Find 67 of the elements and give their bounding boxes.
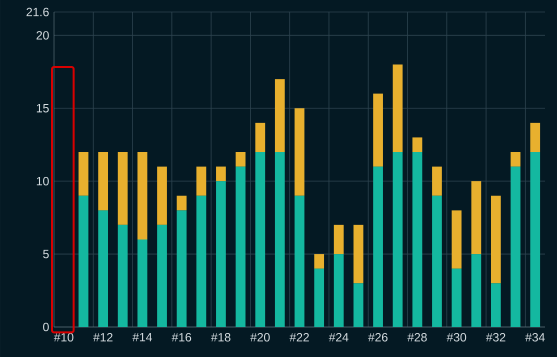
bar xyxy=(510,152,520,167)
x-tick-label: #14 xyxy=(132,333,152,342)
x-tick-label: #24 xyxy=(328,333,348,342)
bar xyxy=(471,181,482,254)
y-tick-label: 15 xyxy=(36,104,49,112)
bar xyxy=(294,108,304,196)
bar xyxy=(334,224,344,254)
bar xyxy=(118,224,128,327)
bar xyxy=(236,166,246,327)
bar xyxy=(137,152,148,240)
bar xyxy=(176,210,187,327)
bar xyxy=(216,181,226,327)
bar xyxy=(176,196,187,210)
bar xyxy=(98,152,108,210)
x-tick-label: #32 xyxy=(486,333,506,342)
bar xyxy=(373,94,383,167)
bar xyxy=(471,254,482,327)
x-tick-label: #22 xyxy=(290,333,309,342)
y-tick-label: 21.6 xyxy=(26,8,49,16)
bar xyxy=(255,152,266,327)
bar xyxy=(98,210,108,327)
bar xyxy=(373,166,383,327)
bar xyxy=(432,166,442,196)
bar xyxy=(274,79,285,152)
x-tick-label: #28 xyxy=(407,333,427,342)
bar xyxy=(314,268,324,327)
bar xyxy=(452,210,462,269)
bar xyxy=(196,166,206,196)
bar xyxy=(216,166,226,182)
y-tick-label: 5 xyxy=(43,250,49,258)
bar xyxy=(334,254,344,327)
bar xyxy=(236,152,246,167)
bar xyxy=(314,254,324,269)
bar xyxy=(530,122,540,152)
bar xyxy=(137,239,148,327)
x-tick-label: #12 xyxy=(93,333,113,342)
bar xyxy=(452,268,462,327)
x-tick-label: #16 xyxy=(172,333,192,342)
bar xyxy=(78,152,88,196)
y-tick-label: 0 xyxy=(43,322,49,332)
bar xyxy=(354,283,364,327)
x-tick-label: #30 xyxy=(446,333,466,342)
bar xyxy=(432,196,442,327)
bar xyxy=(274,152,285,327)
bar xyxy=(78,196,88,327)
bar xyxy=(157,224,167,327)
bar xyxy=(392,64,403,152)
bar xyxy=(118,152,128,225)
bar xyxy=(294,196,304,327)
x-tick-label: #34 xyxy=(525,333,545,342)
x-tick-label: #20 xyxy=(250,333,270,342)
x-tick-label: #18 xyxy=(210,333,230,342)
y-tick-label: 10 xyxy=(36,176,49,186)
bar xyxy=(412,137,422,152)
bar xyxy=(490,283,501,327)
bar xyxy=(490,196,501,284)
bar xyxy=(354,224,364,284)
bar xyxy=(530,152,540,327)
bar xyxy=(196,196,206,327)
bar xyxy=(392,152,403,327)
bar xyxy=(510,166,520,327)
x-tick-label: #26 xyxy=(368,333,388,342)
x-tick-label: #10 xyxy=(54,333,74,342)
bar xyxy=(412,152,422,327)
bar xyxy=(255,122,266,152)
y-tick-label: 20 xyxy=(36,31,49,40)
bar xyxy=(157,166,167,225)
